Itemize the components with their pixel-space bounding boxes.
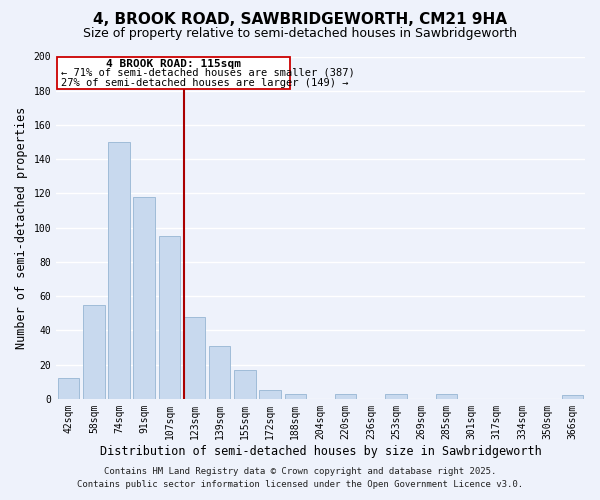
Bar — [158, 236, 180, 399]
Bar — [133, 197, 155, 399]
Text: 27% of semi-detached houses are larger (149) →: 27% of semi-detached houses are larger (… — [61, 78, 349, 88]
Bar — [234, 370, 256, 399]
Bar — [562, 396, 583, 399]
Bar — [335, 394, 356, 399]
Text: ← 71% of semi-detached houses are smaller (387): ← 71% of semi-detached houses are smalle… — [61, 68, 355, 78]
Bar — [83, 304, 104, 399]
Text: 4 BROOK ROAD: 115sqm: 4 BROOK ROAD: 115sqm — [106, 59, 241, 69]
Bar — [109, 142, 130, 399]
Bar — [284, 394, 306, 399]
Y-axis label: Number of semi-detached properties: Number of semi-detached properties — [15, 106, 28, 349]
Bar — [184, 316, 205, 399]
Text: Size of property relative to semi-detached houses in Sawbridgeworth: Size of property relative to semi-detach… — [83, 28, 517, 40]
Text: 4, BROOK ROAD, SAWBRIDGEWORTH, CM21 9HA: 4, BROOK ROAD, SAWBRIDGEWORTH, CM21 9HA — [93, 12, 507, 28]
FancyBboxPatch shape — [58, 56, 290, 89]
X-axis label: Distribution of semi-detached houses by size in Sawbridgeworth: Distribution of semi-detached houses by … — [100, 444, 541, 458]
Bar — [436, 394, 457, 399]
Bar — [259, 390, 281, 399]
Bar — [385, 394, 407, 399]
Text: Contains HM Land Registry data © Crown copyright and database right 2025.
Contai: Contains HM Land Registry data © Crown c… — [77, 468, 523, 489]
Bar — [209, 346, 230, 399]
Bar — [58, 378, 79, 399]
